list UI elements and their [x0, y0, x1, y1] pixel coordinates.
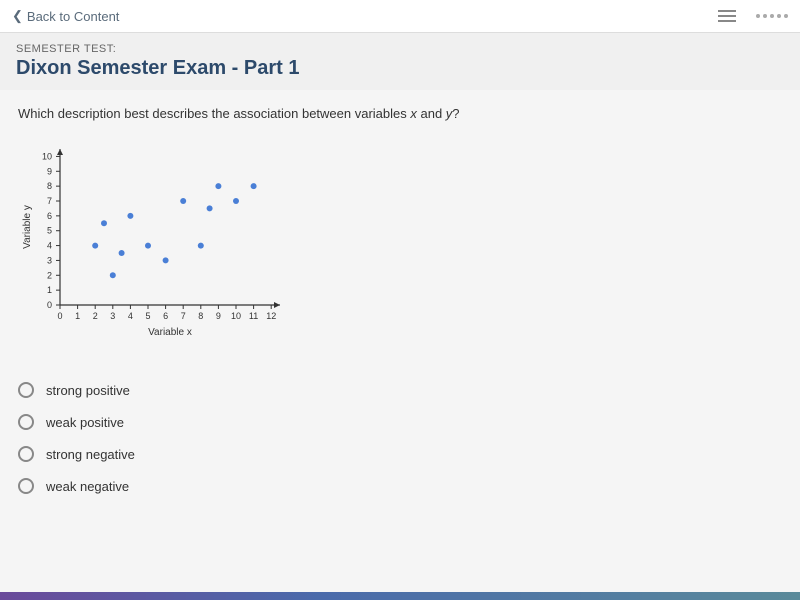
svg-text:5: 5 [145, 311, 150, 321]
scatter-chart: 0123456789101112012345678910Variable xVa… [18, 139, 298, 339]
scatter-svg: 0123456789101112012345678910Variable xVa… [18, 139, 298, 339]
svg-text:Variable y: Variable y [22, 205, 33, 249]
radio-icon [18, 414, 34, 430]
chevron-left-icon: ❮ [12, 8, 23, 24]
option-label: strong negative [46, 447, 135, 462]
svg-text:6: 6 [47, 211, 52, 221]
svg-text:11: 11 [249, 311, 258, 321]
svg-text:9: 9 [216, 311, 221, 321]
option-label: weak positive [46, 415, 124, 430]
svg-text:10: 10 [42, 151, 52, 161]
svg-text:9: 9 [47, 166, 52, 176]
svg-text:8: 8 [47, 181, 52, 191]
top-bar: ❮ Back to Content [0, 0, 800, 33]
option-d[interactable]: weak negative [18, 470, 782, 502]
hamburger-menu-icon[interactable] [718, 10, 736, 22]
svg-text:3: 3 [47, 255, 52, 265]
svg-text:4: 4 [47, 241, 52, 251]
svg-text:7: 7 [47, 196, 52, 206]
svg-text:5: 5 [47, 226, 52, 236]
svg-text:1: 1 [47, 285, 52, 295]
svg-text:1: 1 [75, 311, 80, 321]
back-to-content-link[interactable]: ❮ Back to Content [12, 8, 119, 24]
radio-icon [18, 382, 34, 398]
taskbar [0, 592, 800, 600]
option-a[interactable]: strong positive [18, 374, 782, 406]
svg-text:4: 4 [128, 311, 133, 321]
svg-text:Variable x: Variable x [148, 327, 192, 338]
option-label: strong positive [46, 383, 130, 398]
more-dots-icon[interactable] [756, 14, 788, 18]
question-text: Which description best describes the ass… [18, 106, 782, 121]
option-label: weak negative [46, 479, 129, 494]
radio-icon [18, 478, 34, 494]
svg-text:7: 7 [181, 311, 186, 321]
content-area: Which description best describes the ass… [0, 90, 800, 592]
answer-options: strong positive weak positive strong negat… [18, 374, 782, 502]
svg-text:3: 3 [110, 311, 115, 321]
test-label: SEMESTER TEST: [16, 43, 784, 55]
svg-text:2: 2 [93, 311, 98, 321]
svg-text:2: 2 [47, 270, 52, 280]
svg-text:0: 0 [57, 311, 62, 321]
option-b[interactable]: weak positive [18, 406, 782, 438]
svg-text:12: 12 [266, 311, 276, 321]
svg-text:8: 8 [198, 311, 203, 321]
back-label: Back to Content [27, 9, 120, 24]
svg-text:6: 6 [163, 311, 168, 321]
exam-header: SEMESTER TEST: Dixon Semester Exam - Par… [0, 33, 800, 90]
option-c[interactable]: strong negative [18, 438, 782, 470]
svg-text:10: 10 [231, 311, 241, 321]
radio-icon [18, 446, 34, 462]
svg-text:0: 0 [47, 300, 52, 310]
exam-title: Dixon Semester Exam - Part 1 [16, 57, 784, 80]
